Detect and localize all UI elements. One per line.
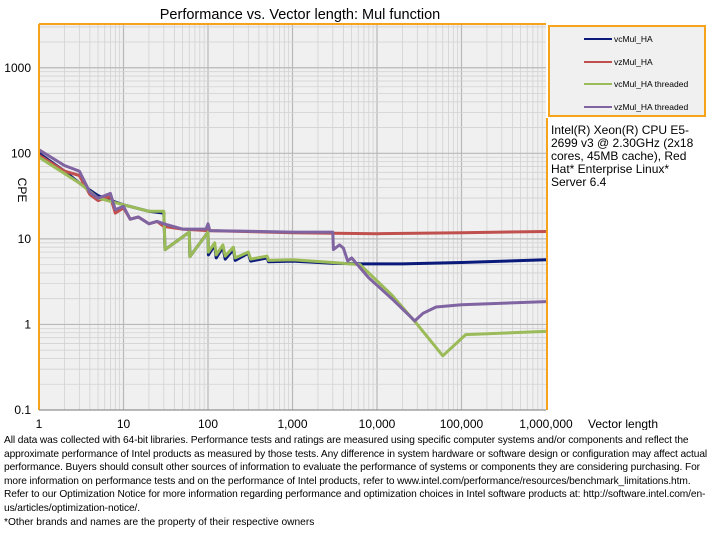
y-tick-labels: 0.1 1 10 100 1000 [4,61,31,417]
legend-item: vcMul_HA [584,34,653,44]
y-tick-label: 100 [11,146,31,160]
plot-right-border [546,118,548,410]
legend-swatch [584,37,612,41]
chart: Performance vs. Vector length: Mul funct… [4,7,658,430]
disclaimer: All data was collected with 64-bit libra… [4,435,708,514]
chart-title: Performance vs. Vector length: Mul funct… [160,7,440,23]
y-tick-label: 1 [24,317,31,331]
system-note: Intel(R) Xeon(R) CPU E5-2699 v3 @ 2.30GH… [551,123,694,189]
y-tick-label: 1000 [4,61,31,75]
legend-swatch [584,60,612,64]
legend-label: vcMul_HA threaded [614,79,689,89]
legend-item: vcMul_HA threaded [584,79,688,89]
trademark-note: *Other brands and names are the property… [4,517,315,528]
legend-label: vzMul_HA [614,57,653,67]
x-tick-label: 1 [36,417,43,430]
y-axis-label: CPE [15,178,29,203]
legend-label: vcMul_HA [614,34,653,44]
legend-item: vzMul_HA threaded [584,102,688,112]
series-line-vzmul-ha-threaded [38,148,547,323]
series-lines [38,148,547,358]
x-tick-labels: 1 10 100 1,000 10,000 100,000 1,000,000 [36,417,573,430]
x-axis-label: Vector length [588,417,658,430]
series-line-vcmul-ha-threaded [38,155,547,358]
x-tick-label: 1,000 [277,417,307,430]
x-tick-label: 10,000 [359,417,396,430]
y-tick-label: 10 [18,232,32,246]
legend-item: vzMul_HA [584,57,653,67]
y-tick-label: 0.1 [14,403,31,417]
x-tick-label: 100,000 [440,417,484,430]
legend: vcMul_HA vzMul_HA vcMul_HA threaded vzMu… [548,25,706,117]
legend-label: vzMul_HA threaded [614,102,689,112]
legend-swatch [584,105,612,109]
x-tick-label: 100 [198,417,218,430]
x-tick-label: 1,000,000 [519,417,573,430]
x-tick-label: 10 [117,417,131,430]
legend-swatch [584,82,612,86]
